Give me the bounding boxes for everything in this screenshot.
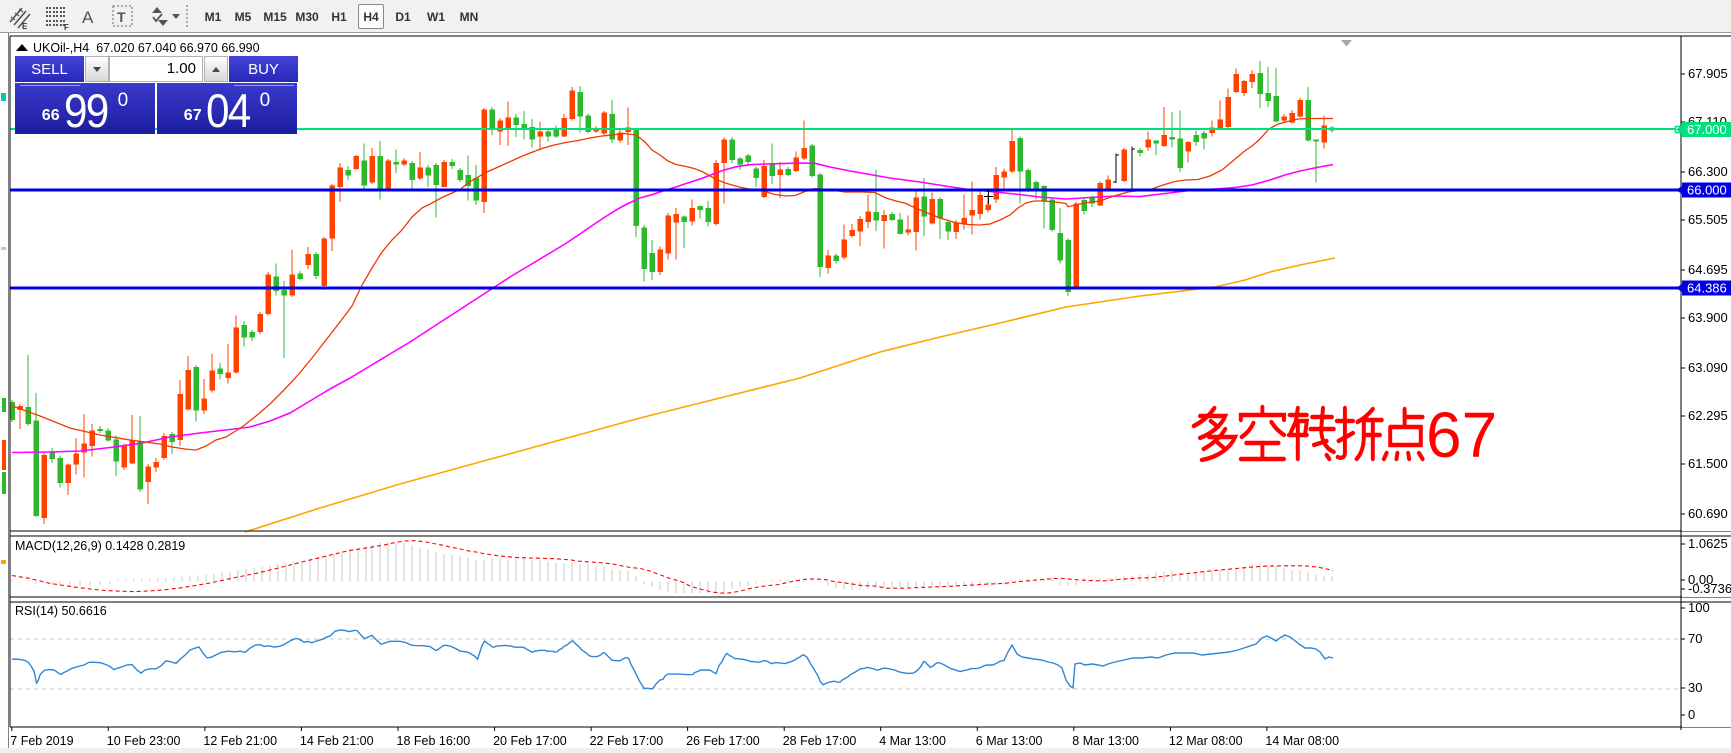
- svg-text:-0.3736: -0.3736: [1688, 581, 1731, 596]
- svg-text:0.00: 0.00: [1688, 572, 1713, 587]
- svg-text:65.505: 65.505: [1688, 212, 1728, 227]
- svg-text:66.000: 66.000: [1687, 183, 1727, 198]
- svg-text:12 Mar 08:00: 12 Mar 08:00: [1169, 734, 1243, 748]
- svg-text:62.295: 62.295: [1688, 408, 1728, 423]
- svg-text:E: E: [22, 22, 28, 31]
- svg-text:20 Feb 17:00: 20 Feb 17:00: [493, 734, 567, 748]
- svg-text:18 Feb 16:00: 18 Feb 16:00: [397, 734, 471, 748]
- svg-text:100: 100: [1688, 600, 1710, 615]
- svg-text:A: A: [82, 8, 94, 27]
- svg-text:67: 67: [1426, 399, 1497, 471]
- svg-text:63.900: 63.900: [1688, 310, 1728, 325]
- svg-text:63.090: 63.090: [1688, 360, 1728, 375]
- svg-text:RSI(14) 50.6616: RSI(14) 50.6616: [15, 604, 107, 618]
- svg-text:30: 30: [1688, 680, 1702, 695]
- svg-text:T: T: [117, 9, 126, 25]
- svg-text:64.695: 64.695: [1688, 262, 1728, 277]
- svg-text:F: F: [64, 23, 69, 32]
- svg-text:67.905: 67.905: [1688, 66, 1728, 81]
- svg-text:7 Feb 2019: 7 Feb 2019: [10, 734, 73, 748]
- svg-text:64.386: 64.386: [1687, 281, 1727, 296]
- svg-text:61.500: 61.500: [1688, 456, 1728, 471]
- svg-text:0: 0: [1688, 707, 1695, 722]
- svg-text:22 Feb 17:00: 22 Feb 17:00: [590, 734, 664, 748]
- svg-text:MACD(12,26,9) 0.1428 0.2819: MACD(12,26,9) 0.1428 0.2819: [15, 539, 185, 553]
- svg-text:67.000: 67.000: [1687, 122, 1727, 137]
- svg-text:1.0625: 1.0625: [1688, 536, 1728, 551]
- svg-text:14 Mar 08:00: 14 Mar 08:00: [1265, 734, 1339, 748]
- svg-text:14 Feb 21:00: 14 Feb 21:00: [300, 734, 374, 748]
- svg-text:60.690: 60.690: [1688, 506, 1728, 521]
- svg-text:28 Feb 17:00: 28 Feb 17:00: [783, 734, 857, 748]
- svg-text:8 Mar 13:00: 8 Mar 13:00: [1072, 734, 1139, 748]
- svg-text:26 Feb 17:00: 26 Feb 17:00: [686, 734, 760, 748]
- svg-text:12 Feb 21:00: 12 Feb 21:00: [203, 734, 277, 748]
- svg-text:70: 70: [1688, 631, 1702, 646]
- svg-text:10 Feb 23:00: 10 Feb 23:00: [107, 734, 181, 748]
- svg-text:4 Mar 13:00: 4 Mar 13:00: [879, 734, 946, 748]
- svg-text:6 Mar 13:00: 6 Mar 13:00: [976, 734, 1043, 748]
- svg-text:66.300: 66.300: [1688, 164, 1728, 179]
